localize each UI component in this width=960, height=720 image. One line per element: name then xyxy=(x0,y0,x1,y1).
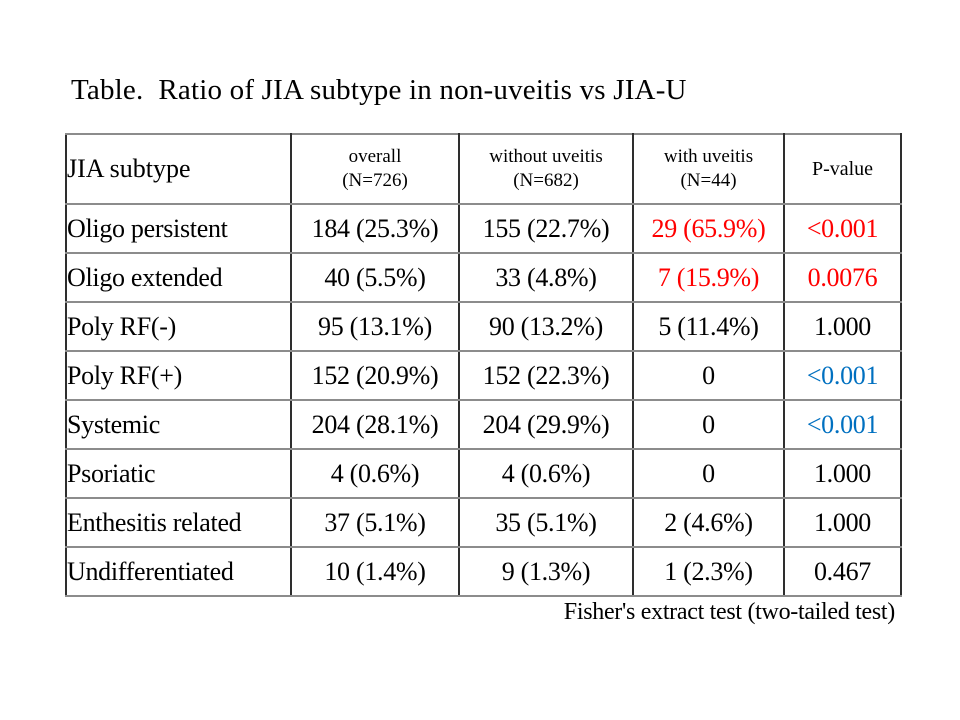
cell-with-uveitis: 5 (11.4%) xyxy=(632,301,785,352)
table-row-psoriatic: Psoriatic 4 (0.6%) 4 (0.6%) 0 1.000 xyxy=(65,448,902,499)
cell-with-uveitis: 0 xyxy=(632,399,785,450)
cell-pvalue: 0.0076 xyxy=(783,252,902,303)
cell-overall: 4 (0.6%) xyxy=(290,448,460,499)
cell-without-uveitis: 35 (5.1%) xyxy=(458,497,634,548)
cell-overall: 95 (13.1%) xyxy=(290,301,460,352)
column-header-without-label: without uveitis xyxy=(489,146,603,168)
cell-with-uveitis: 2 (4.6%) xyxy=(632,497,785,548)
column-header-overall: overall (N=726) xyxy=(290,133,460,205)
column-header-without-uveitis: without uveitis (N=682) xyxy=(458,133,634,205)
cell-pvalue: 1.000 xyxy=(783,301,902,352)
table-row-oligo-persistent: Oligo persistent 184 (25.3%) 155 (22.7%)… xyxy=(65,203,902,254)
table-row-undifferentiated: Undifferentiated 10 (1.4%) 9 (1.3%) 1 (2… xyxy=(65,546,902,597)
cell-overall: 204 (28.1%) xyxy=(290,399,460,450)
cell-with-uveitis: 29 (65.9%) xyxy=(632,203,785,254)
cell-overall: 184 (25.3%) xyxy=(290,203,460,254)
cell-without-uveitis: 155 (22.7%) xyxy=(458,203,634,254)
column-header-with-uveitis: with uveitis (N=44) xyxy=(632,133,785,205)
cell-pvalue: <0.001 xyxy=(783,203,902,254)
cell-subtype: Enthesitis related xyxy=(65,497,292,548)
column-header-with-label: with uveitis xyxy=(663,146,754,168)
cell-pvalue: 0.467 xyxy=(783,546,902,597)
column-header-without-n: (N=682) xyxy=(513,170,579,191)
table-row-systemic: Systemic 204 (28.1%) 204 (29.9%) 0 <0.00… xyxy=(65,399,902,450)
column-header-overall-n: (N=726) xyxy=(342,170,408,191)
cell-with-uveitis: 1 (2.3%) xyxy=(632,546,785,597)
cell-without-uveitis: 204 (29.9%) xyxy=(458,399,634,450)
table-header-row: JIA subtype overall (N=726) without uvei… xyxy=(65,133,902,205)
table-row-poly-rf-pos: Poly RF(+) 152 (20.9%) 152 (22.3%) 0 <0.… xyxy=(65,350,902,401)
cell-with-uveitis: 0 xyxy=(632,350,785,401)
cell-without-uveitis: 33 (4.8%) xyxy=(458,252,634,303)
cell-with-uveitis: 0 xyxy=(632,448,785,499)
cell-pvalue: <0.001 xyxy=(783,350,902,401)
cell-overall: 40 (5.5%) xyxy=(290,252,460,303)
cell-overall: 37 (5.1%) xyxy=(290,497,460,548)
cell-without-uveitis: 4 (0.6%) xyxy=(458,448,634,499)
column-header-overall-label: overall xyxy=(348,146,402,168)
column-header-with-n: (N=44) xyxy=(680,170,737,191)
column-header-jia-subtype: JIA subtype xyxy=(65,133,292,205)
table-row-oligo-extended: Oligo extended 40 (5.5%) 33 (4.8%) 7 (15… xyxy=(65,252,902,303)
jia-subtype-table: JIA subtype overall (N=726) without uvei… xyxy=(65,133,902,597)
cell-pvalue: <0.001 xyxy=(783,399,902,450)
cell-overall: 152 (20.9%) xyxy=(290,350,460,401)
cell-without-uveitis: 90 (13.2%) xyxy=(458,301,634,352)
cell-without-uveitis: 9 (1.3%) xyxy=(458,546,634,597)
cell-pvalue: 1.000 xyxy=(783,497,902,548)
cell-subtype: Undifferentiated xyxy=(65,546,292,597)
table-row-poly-rf-neg: Poly RF(-) 95 (13.1%) 90 (13.2%) 5 (11.4… xyxy=(65,301,902,352)
cell-with-uveitis: 7 (15.9%) xyxy=(632,252,785,303)
cell-subtype: Poly RF(-) xyxy=(65,301,292,352)
cell-subtype: Oligo extended xyxy=(65,252,292,303)
cell-subtype: Poly RF(+) xyxy=(65,350,292,401)
cell-pvalue: 1.000 xyxy=(783,448,902,499)
cell-overall: 10 (1.4%) xyxy=(290,546,460,597)
cell-subtype: Psoriatic xyxy=(65,448,292,499)
table-row-enthesitis-related: Enthesitis related 37 (5.1%) 35 (5.1%) 2… xyxy=(65,497,902,548)
cell-subtype: Oligo persistent xyxy=(65,203,292,254)
cell-subtype: Systemic xyxy=(65,399,292,450)
slide-title: Table. Ratio of JIA subtype in non-uveit… xyxy=(71,74,687,106)
column-header-pvalue: P-value xyxy=(783,133,902,205)
cell-without-uveitis: 152 (22.3%) xyxy=(458,350,634,401)
footnote-fishers-test: Fisher's extract test (two-tailed test) xyxy=(563,599,896,625)
